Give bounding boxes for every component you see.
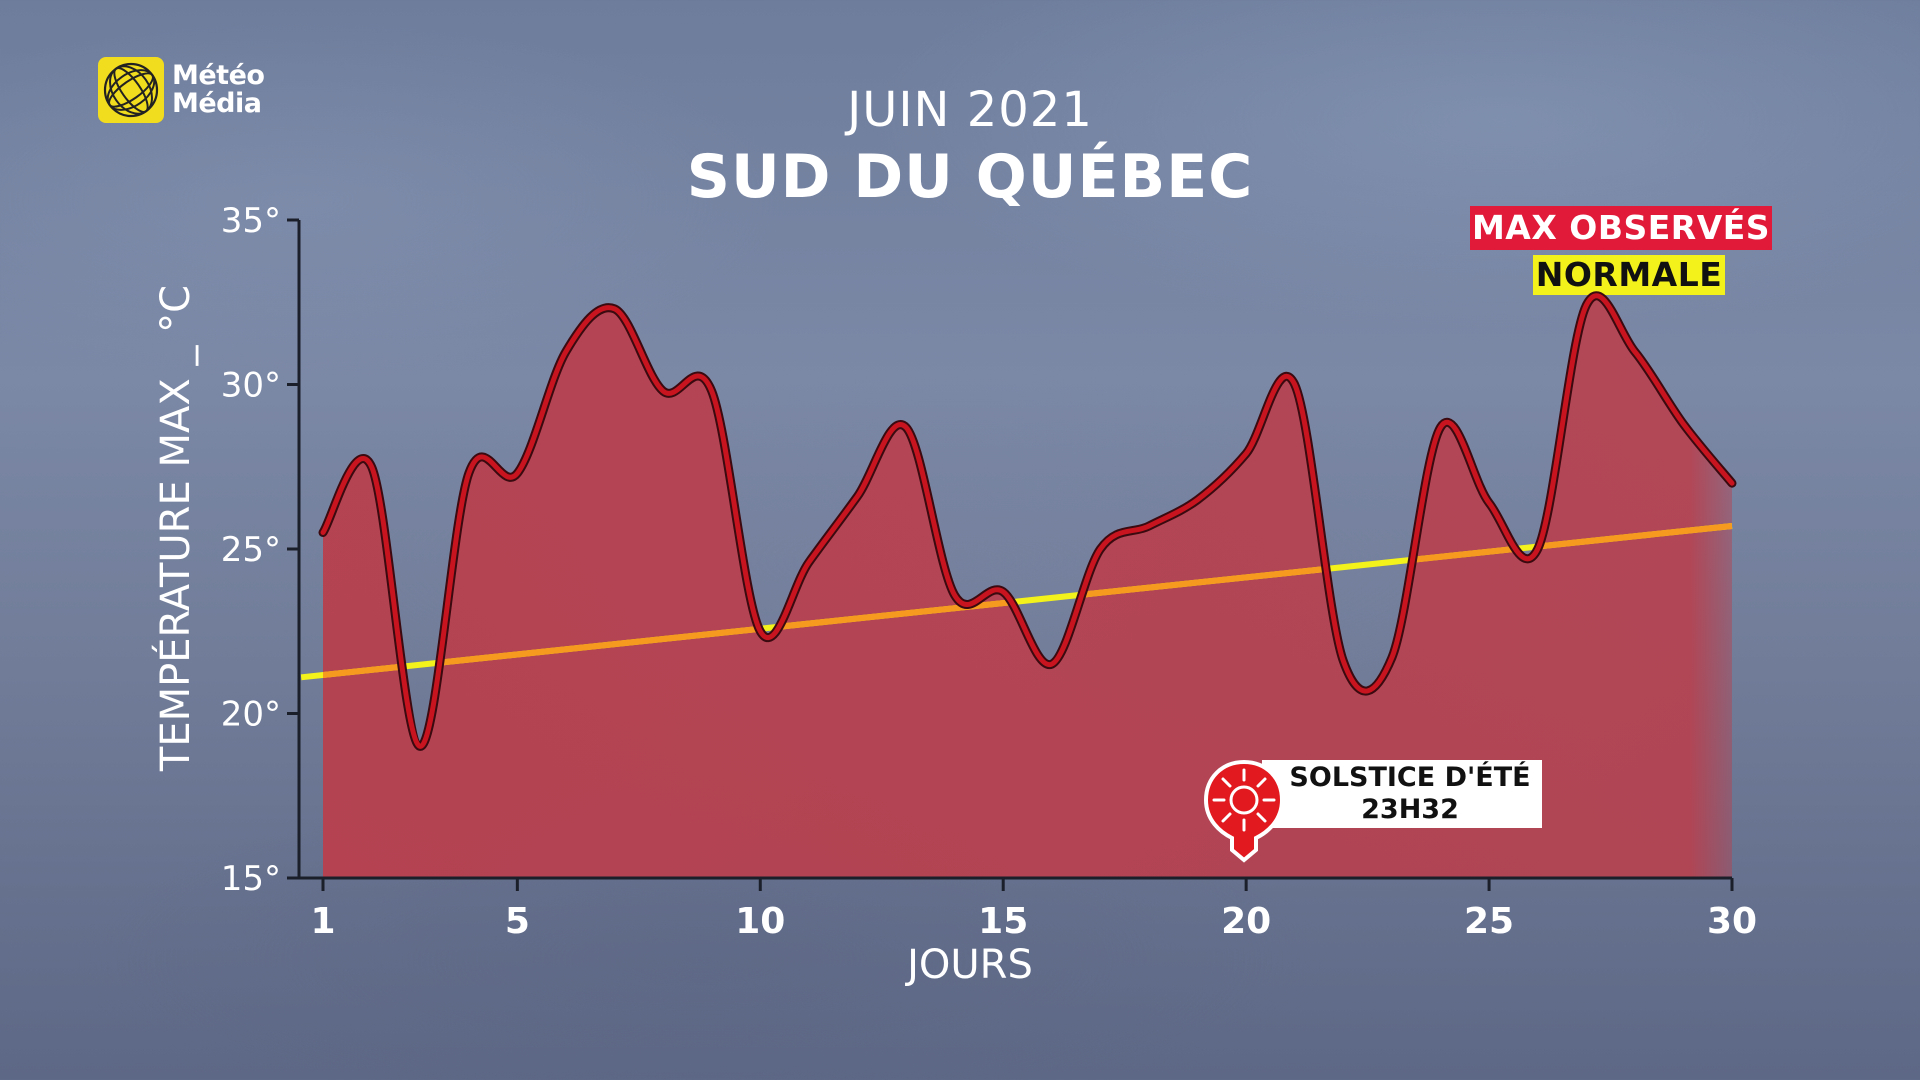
logo-line2: Média: [172, 88, 262, 119]
data-point-day-30: [1730, 481, 1734, 485]
legend-max-observed: MAX OBSERVÉS: [1470, 206, 1772, 250]
data-point-day-24: [1438, 425, 1442, 429]
data-point-day-18: [1147, 524, 1151, 528]
y-tick-label-25: 25°: [221, 530, 281, 570]
x-tick-label-30: 30: [1707, 901, 1757, 942]
solstice-time: 23H32: [1361, 794, 1459, 825]
logo-wordmark: Météo Média: [172, 60, 265, 119]
meteomedia-logo: Météo Média: [98, 57, 265, 123]
x-axis-label: JOURS: [907, 942, 1033, 988]
data-point-day-7: [613, 307, 617, 311]
data-point-day-19: [1196, 498, 1200, 502]
data-point-day-29: [1681, 422, 1685, 426]
data-point-day-6: [564, 350, 568, 354]
data-point-day-11: [807, 560, 811, 564]
sun-pin-icon: [1203, 759, 1285, 863]
y-tick-label-30: 30°: [221, 366, 281, 406]
data-point-day-16: [1050, 662, 1054, 666]
data-point-day-5: [515, 471, 519, 475]
data-point-day-12: [855, 494, 859, 498]
data-point-day-1: [321, 531, 325, 535]
data-point-day-20: [1244, 452, 1248, 456]
y-tick-label-20: 20°: [221, 695, 281, 735]
max-observed-line: [320, 293, 1735, 749]
data-point-day-15: [1001, 590, 1005, 594]
data-point-day-17: [1098, 547, 1102, 551]
chart-title-region: SUD DU QUÉBEC: [686, 142, 1254, 212]
data-point-day-10: [758, 629, 762, 633]
y-tick-label-35: 35°: [221, 201, 281, 241]
x-tick-label-10: 10: [735, 901, 785, 942]
data-point-day-2: [370, 465, 374, 469]
data-point-day-23: [1390, 656, 1394, 660]
solstice-annotation: SOLSTICE D'ÉTÉ 23H32: [1262, 762, 1558, 826]
data-point-day-25: [1487, 501, 1491, 505]
data-point-day-21: [1293, 383, 1297, 387]
max-observed-area: [323, 295, 1732, 878]
y-tick-label-15: 15°: [221, 859, 281, 899]
chart-title-month: JUIN 2021: [847, 82, 1093, 138]
data-point-day-27: [1584, 304, 1588, 308]
logo-line1: Météo: [172, 60, 265, 91]
data-point-day-9: [710, 389, 714, 393]
data-point-day-22: [1341, 659, 1345, 663]
x-tick-label-25: 25: [1464, 901, 1514, 942]
data-point-day-8: [661, 389, 665, 393]
legend-normal: NORMALE: [1533, 255, 1725, 295]
data-point-day-14: [953, 593, 957, 597]
x-tick-label-1: 1: [310, 901, 335, 942]
solstice-line1: SOLSTICE D'ÉTÉ: [1289, 762, 1531, 793]
x-tick-label-5: 5: [505, 901, 530, 942]
data-point-day-28: [1633, 350, 1637, 354]
globe-logo-icon: [98, 57, 164, 123]
data-point-day-3: [418, 744, 422, 748]
data-point-day-13: [904, 425, 908, 429]
x-tick-label-20: 20: [1221, 901, 1271, 942]
x-tick-label-15: 15: [978, 901, 1028, 942]
solstice-label-box: [1262, 760, 1542, 828]
data-point-day-4: [467, 471, 471, 475]
data-point-day-26: [1536, 547, 1540, 551]
